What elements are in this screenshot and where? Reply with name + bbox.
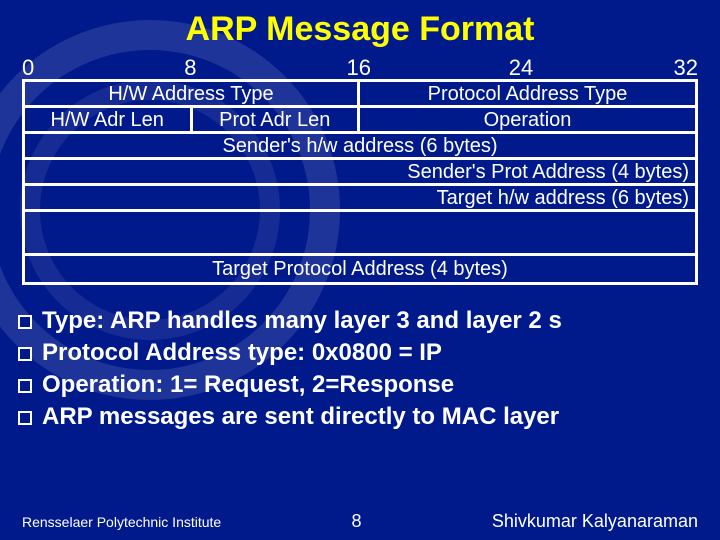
bullet-text: Type: ARP handles many layer 3 and layer… (42, 307, 562, 335)
bullet-icon (18, 347, 32, 361)
bit-0: 0 (22, 55, 34, 81)
bullet-list: Type: ARP handles many layer 3 and layer… (18, 307, 702, 431)
table-row: H/W Adr Len Prot Adr Len Operation (25, 108, 695, 134)
bit-16: 16 (346, 55, 370, 81)
table-row: Target h/w address (6 bytes) (25, 186, 695, 212)
list-item: ARP messages are sent directly to MAC la… (18, 403, 702, 431)
bullet-text: ARP messages are sent directly to MAC la… (42, 403, 559, 431)
list-item: Operation: 1= Request, 2=Response (18, 371, 702, 399)
bit-32: 32 (674, 55, 698, 81)
table-row: Sender's Prot Address (4 bytes) (25, 160, 695, 186)
list-item: Type: ARP handles many layer 3 and layer… (18, 307, 702, 335)
bit-24: 24 (509, 55, 533, 81)
cell-operation: Operation (360, 108, 695, 132)
footer: Rensselaer Polytechnic Institute 8 Shivk… (0, 511, 720, 532)
cell-target-prot: Target Protocol Address (4 bytes) (25, 257, 695, 281)
cell-sender-prot: Sender's Prot Address (4 bytes) (25, 160, 695, 184)
table-spacer (25, 212, 695, 256)
bullet-text: Protocol Address type: 0x0800 = IP (42, 339, 442, 367)
cell-proto-type: Protocol Address Type (360, 82, 695, 106)
cell-prot-len: Prot Adr Len (193, 108, 361, 132)
footer-right: Shivkumar Kalyanaraman (492, 511, 698, 532)
packet-diagram: 0 8 16 24 32 H/W Address Type Protocol A… (22, 55, 698, 285)
footer-page-number: 8 (352, 511, 362, 532)
list-item: Protocol Address type: 0x0800 = IP (18, 339, 702, 367)
bullet-icon (18, 379, 32, 393)
table-row: Sender's h/w address (6 bytes) (25, 134, 695, 160)
cell-sender-hw: Sender's h/w address (6 bytes) (25, 134, 695, 158)
footer-left: Rensselaer Polytechnic Institute (22, 514, 221, 530)
bit-8: 8 (184, 55, 196, 81)
bit-ruler: 0 8 16 24 32 (22, 55, 698, 81)
packet-table: H/W Address Type Protocol Address Type H… (22, 79, 698, 285)
bullet-icon (18, 411, 32, 425)
slide-container: ARP Message Format 0 8 16 24 32 H/W Addr… (0, 0, 720, 540)
cell-hw-len: H/W Adr Len (25, 108, 193, 132)
table-row: H/W Address Type Protocol Address Type (25, 82, 695, 108)
cell-target-hw: Target h/w address (6 bytes) (25, 186, 695, 210)
table-row: Target Protocol Address (4 bytes) (25, 256, 695, 282)
bullet-icon (18, 315, 32, 329)
bullet-text: Operation: 1= Request, 2=Response (42, 371, 454, 399)
cell-hw-type: H/W Address Type (25, 82, 360, 106)
slide-title: ARP Message Format (0, 0, 720, 55)
